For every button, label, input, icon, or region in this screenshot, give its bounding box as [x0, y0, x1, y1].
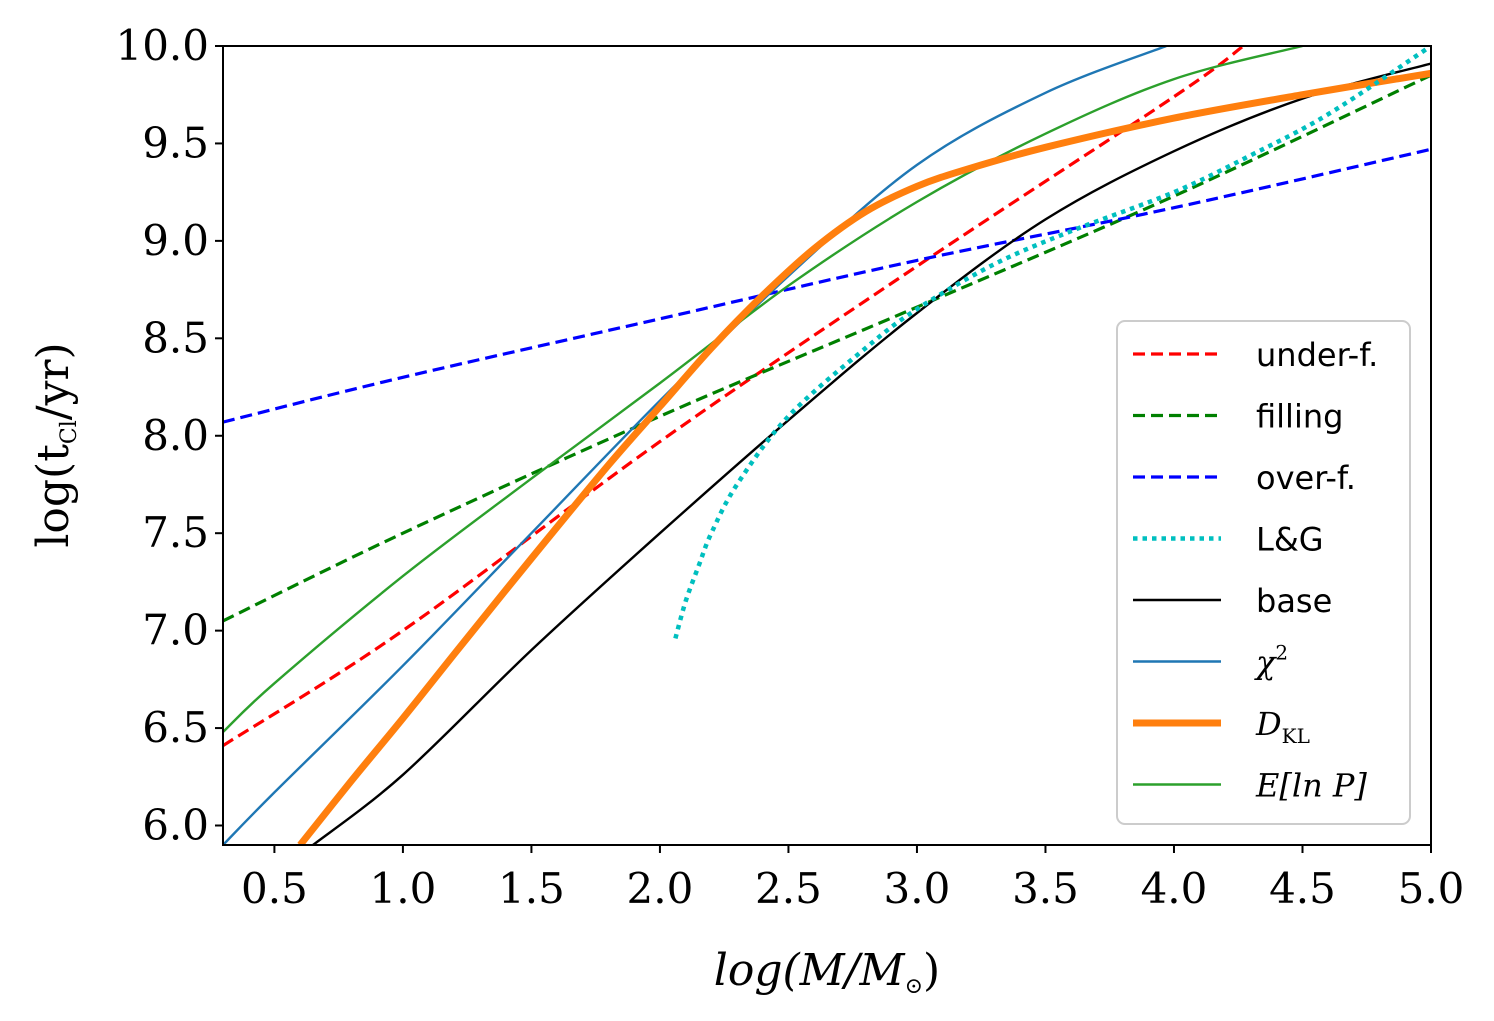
y-tick-label: 6.0 — [142, 801, 209, 850]
legend-label: χ2 — [1254, 641, 1288, 682]
series-line-χ² — [223, 46, 1167, 845]
legend-label: DKL — [1255, 705, 1310, 748]
y-tick-label: 8.0 — [142, 411, 209, 460]
plot-frame — [222, 45, 1432, 846]
x-tick-label: 3.5 — [1012, 864, 1079, 913]
y-axis-title: log(tCl/yr) — [28, 342, 82, 547]
series-line-filling — [223, 73, 1431, 623]
series-line-over-f. — [223, 147, 1431, 424]
ticks-layer: 0.5 1.0 1.5 2.0 2.5 3.0 3.5 4.0 4.5 5.0 6.0 6.5 7.0 7… — [115, 21, 1464, 913]
legend-label: under-f. — [1256, 336, 1378, 374]
x-tick-label: 0.5 — [241, 864, 308, 913]
y-tick-label: 9.5 — [142, 118, 209, 167]
legend-box — [1116, 320, 1411, 825]
series-layer — [223, 46, 1431, 845]
legend-label: base — [1256, 582, 1332, 620]
series-line-base — [312, 62, 1431, 845]
x-tick-label: 4.0 — [1141, 864, 1208, 913]
legend-label: over-f. — [1256, 459, 1356, 497]
y-tick-label: 8.5 — [142, 313, 209, 362]
legend-label: L&G — [1256, 521, 1324, 559]
y-tick-label: 7.0 — [142, 606, 209, 655]
series-line-D_KL — [297, 69, 1431, 845]
series-line-L&G — [673, 46, 1431, 640]
x-tick-label: 1.0 — [370, 864, 437, 913]
x-axis-title: log(M/M⊙) — [714, 945, 940, 999]
y-tick-label: 7.5 — [142, 508, 209, 557]
y-tick-label: 10.0 — [115, 21, 209, 70]
y-tick-label: 9.0 — [142, 216, 209, 265]
x-tick-label: 1.5 — [498, 864, 565, 913]
x-tick-label: 5.0 — [1398, 864, 1465, 913]
x-tick-label: 2.5 — [755, 864, 822, 913]
legend-label: filling — [1256, 398, 1343, 436]
legend: under-f. filling over-f. L&G base χ2 DKL E[ln P… — [1116, 320, 1411, 825]
y-tick-label: 6.5 — [142, 703, 209, 752]
x-tick-label: 2.0 — [627, 864, 694, 913]
x-tick-label: 4.5 — [1269, 864, 1336, 913]
x-tick-label: 3.0 — [884, 864, 951, 913]
legend-label: E[ln P] — [1255, 767, 1367, 805]
